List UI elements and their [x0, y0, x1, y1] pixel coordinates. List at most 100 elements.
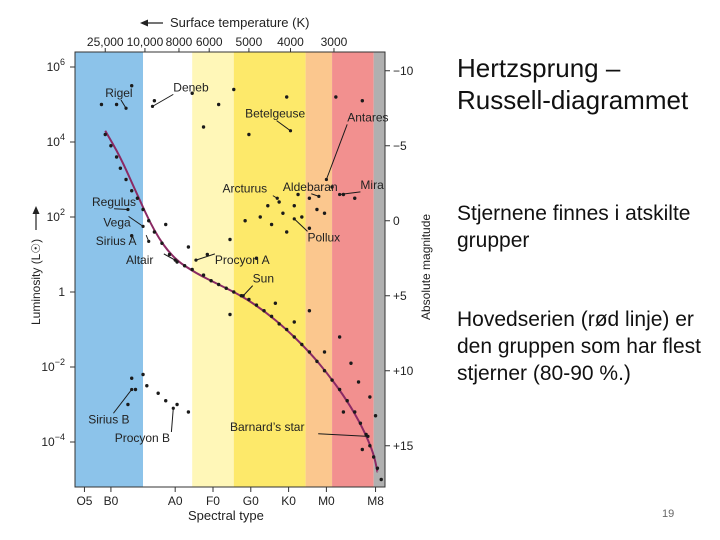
star-point: [247, 297, 251, 302]
right-tick-label: +5: [393, 289, 407, 303]
star-point: [141, 372, 145, 377]
star-label-pointer: [114, 208, 128, 210]
paragraph-groups: Stjernene finnes i atskilte grupper: [457, 202, 691, 252]
star-label-target: [130, 387, 134, 392]
x-tick-label: M8: [367, 494, 384, 508]
star-point: [167, 252, 172, 257]
star-point: [232, 87, 236, 92]
star-point: [300, 342, 304, 347]
star-label: Sirius A: [96, 234, 137, 248]
right-tick-label: +10: [393, 364, 414, 378]
star-point: [337, 387, 342, 392]
spectral-color-bands: [75, 52, 385, 487]
star-label-target: [292, 217, 296, 221]
band-m: [332, 52, 374, 487]
right-tick-label: 0: [393, 214, 400, 228]
star-label: Barnard’s star: [230, 420, 304, 434]
star-label-target: [150, 104, 155, 108]
star-point: [269, 222, 274, 227]
top-axis-title: Surface temperature (K): [140, 15, 309, 30]
star-label: Sun: [253, 272, 274, 286]
star-point: [103, 132, 107, 137]
star-label-target: [141, 224, 145, 228]
star-point: [209, 279, 213, 283]
star-point: [322, 369, 327, 373]
top-tick-label: 4000: [277, 35, 304, 49]
star-point: [130, 189, 134, 193]
star-point: [277, 200, 281, 204]
star-label-target: [317, 194, 321, 198]
star-point: [358, 421, 363, 425]
star-label-target: [126, 207, 130, 212]
star-point: [145, 384, 149, 388]
plot-frame: [74, 51, 386, 488]
y-tick-label: 10−4: [41, 432, 65, 449]
star-label-target: [366, 434, 370, 438]
star-label: Sirius B: [88, 412, 129, 426]
slide-number: 19: [662, 508, 675, 520]
star-point: [228, 312, 232, 317]
star-label: Arcturus: [222, 182, 267, 196]
right-tick-label: +15: [393, 439, 414, 453]
star-point: [164, 399, 168, 403]
star-point: [360, 99, 365, 103]
star-point: [175, 402, 179, 407]
band-late-m: [373, 52, 385, 487]
star-label: Regulus: [92, 195, 136, 209]
main-sequence-line: [104, 130, 379, 473]
star-label-target: [171, 406, 175, 410]
slide-title: Hertzsprung – Russell-diagrammet: [457, 53, 689, 115]
star-point: [228, 237, 232, 242]
star-point: [114, 102, 119, 107]
y-axis-label: Luminosity (L☉): [29, 239, 43, 325]
top-tick-label: 5000: [236, 35, 263, 49]
star-point: [262, 309, 266, 313]
star-label-target: [124, 106, 128, 110]
y-tick-label: 1: [58, 285, 65, 299]
star-label: Vega: [103, 215, 131, 229]
star-point: [322, 211, 327, 215]
star-point: [152, 230, 157, 234]
star-point: [285, 327, 289, 332]
y-tick-label: 102: [47, 207, 65, 224]
star-label-pointer: [195, 253, 216, 261]
star-point: [258, 215, 262, 219]
star-label: Aldebaran: [283, 180, 338, 194]
star-point: [345, 399, 349, 403]
star-point: [315, 207, 319, 212]
star-label: Rigel: [105, 86, 132, 100]
star-point: [124, 177, 128, 182]
right-tick-label: −10: [393, 64, 414, 78]
star-point: [243, 219, 247, 223]
star-point: [322, 350, 327, 354]
x-tick-label: M0: [318, 494, 335, 508]
star-label-target: [147, 239, 151, 243]
star-point: [337, 335, 342, 339]
star-label-target: [324, 177, 329, 182]
star-point: [135, 196, 140, 200]
band-k: [305, 52, 333, 487]
star-point: [152, 99, 157, 103]
star-point: [109, 144, 113, 148]
star-point: [334, 95, 338, 99]
star-point: [307, 309, 312, 313]
star-point: [224, 286, 228, 290]
star-label: Betelgeuse: [245, 107, 305, 121]
star-point: [160, 241, 164, 245]
band-f: [192, 52, 234, 487]
star-label-pointer: [170, 408, 174, 433]
star-point: [360, 447, 365, 452]
star-label-pointer: [339, 191, 361, 195]
star-point: [273, 301, 278, 305]
star-label-pointer: [325, 124, 348, 180]
star-label-pointer: [113, 389, 133, 414]
star-label: Altair: [126, 253, 153, 267]
star-point: [182, 264, 187, 268]
star-label-pointer: [318, 433, 369, 437]
star-point: [130, 376, 134, 380]
star-point: [285, 230, 289, 234]
top-tick-label: 6000: [196, 35, 223, 49]
band-g: [233, 52, 306, 487]
star-point: [349, 361, 353, 365]
